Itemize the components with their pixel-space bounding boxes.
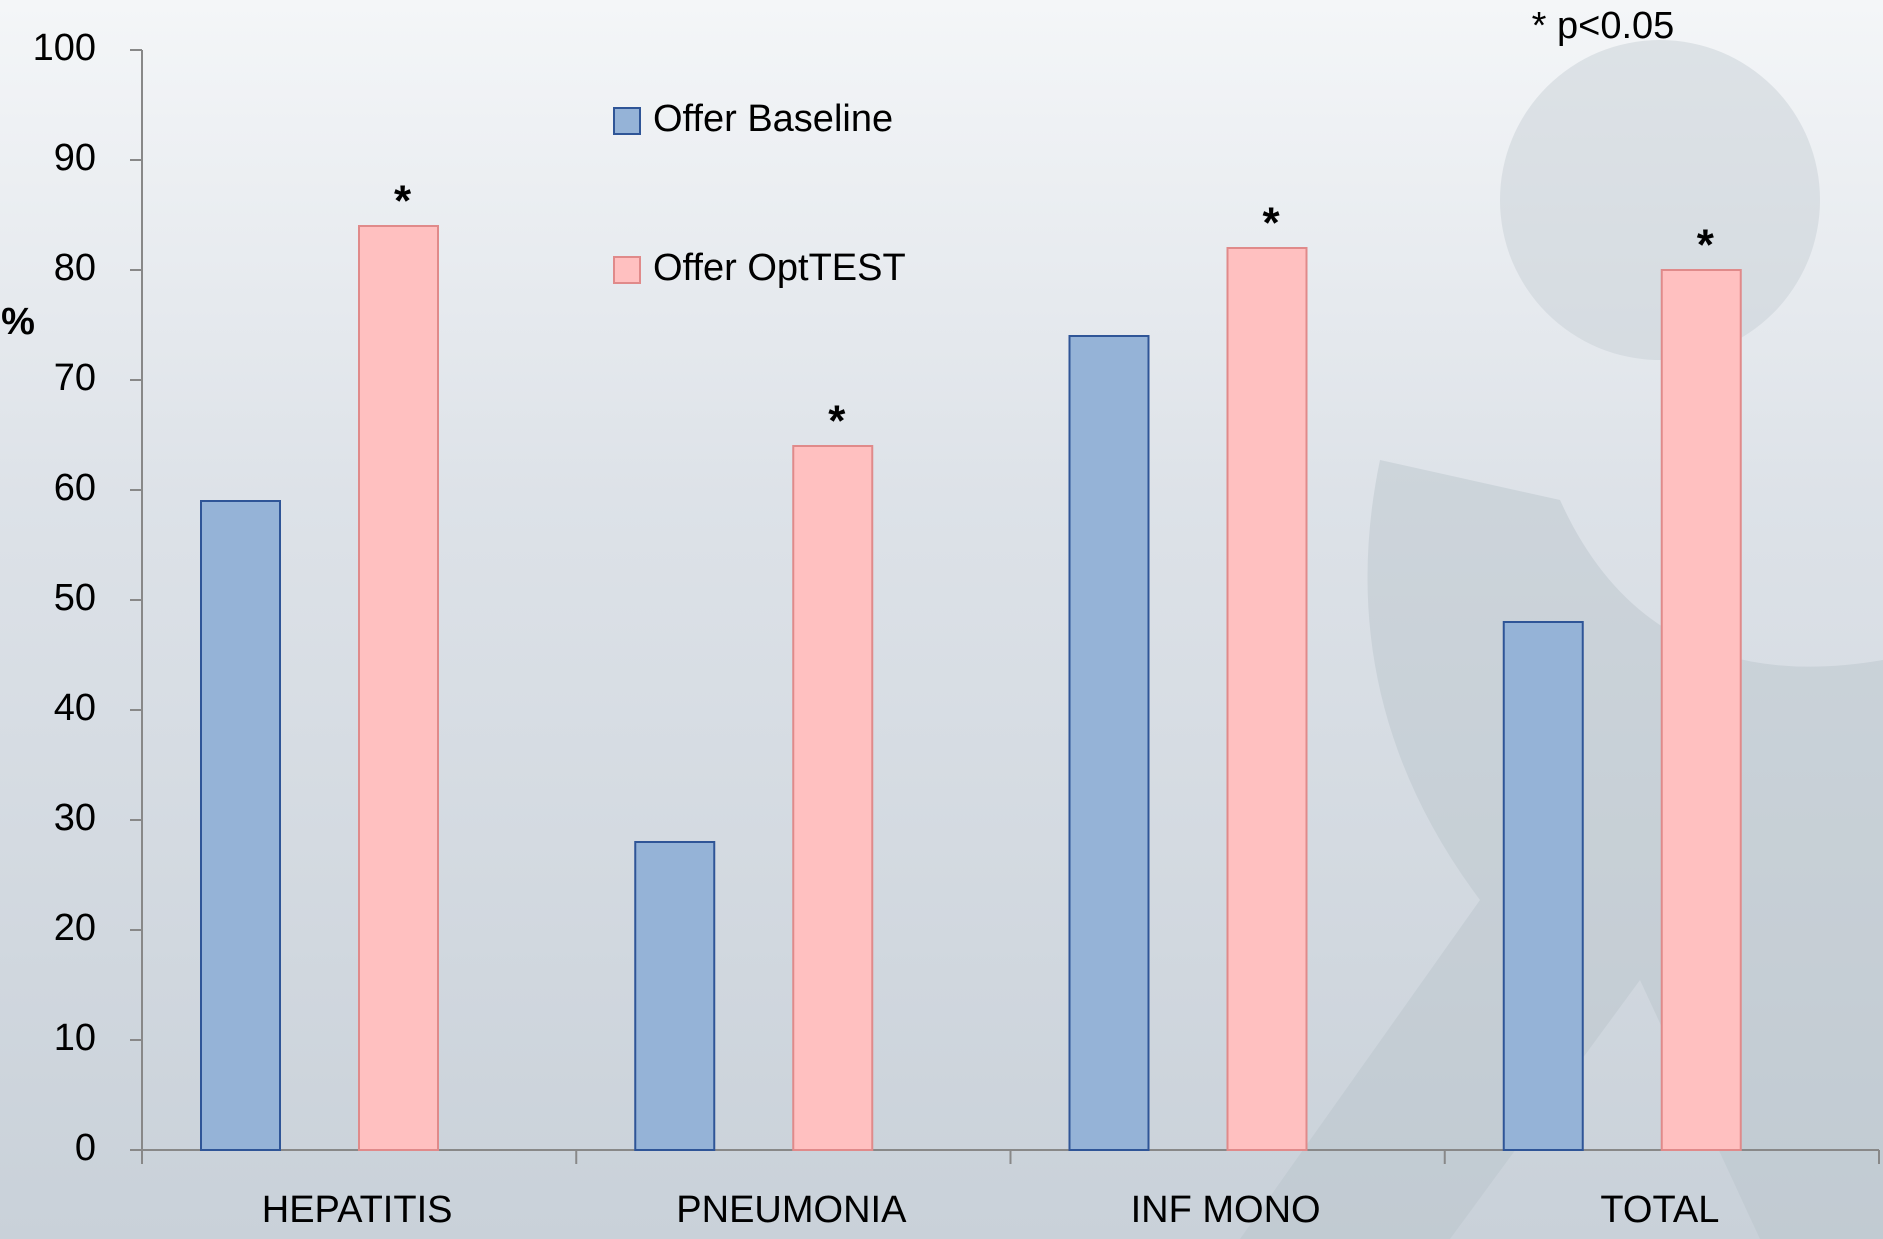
x-tick-label: TOTAL — [1600, 1189, 1719, 1231]
legend-label: Offer Baseline — [653, 98, 893, 140]
note: * p<0.05 — [1532, 5, 1675, 47]
y-tick-label: 0 — [75, 1127, 96, 1169]
legend-swatch — [613, 107, 641, 135]
y-tick-label: 80 — [54, 247, 96, 289]
y-tick-label: 70 — [54, 357, 96, 399]
bar — [1502, 621, 1584, 1151]
bar — [792, 445, 874, 1151]
bar — [1226, 247, 1308, 1151]
significance-mark: * — [828, 397, 846, 446]
significance-mark: * — [1697, 221, 1715, 270]
legend-label: Offer OptTEST — [653, 247, 906, 289]
y-tick-label: 50 — [54, 577, 96, 619]
bar — [200, 500, 281, 1151]
bar — [358, 225, 439, 1151]
bar — [1068, 335, 1150, 1151]
y-tick-label: 60 — [54, 467, 96, 509]
y-tick-label: 10 — [54, 1017, 96, 1059]
decoration — [1500, 40, 1820, 360]
y-tick-label: 90 — [54, 137, 96, 179]
x-tick-label: INF MONO — [1131, 1189, 1321, 1231]
significance-mark: * — [394, 177, 412, 226]
y-axis-label: % — [1, 301, 35, 343]
legend-swatch — [613, 256, 641, 284]
y-tick-label: 20 — [54, 907, 96, 949]
significance-mark: * — [1262, 199, 1280, 248]
bar — [1660, 269, 1742, 1151]
x-tick-label: PNEUMONIA — [676, 1189, 907, 1231]
y-tick-label: 100 — [33, 27, 96, 69]
x-tick-label: HEPATITIS — [262, 1189, 453, 1231]
y-tick-label: 40 — [54, 687, 96, 729]
y-tick-label: 30 — [54, 797, 96, 839]
bar — [634, 841, 716, 1151]
